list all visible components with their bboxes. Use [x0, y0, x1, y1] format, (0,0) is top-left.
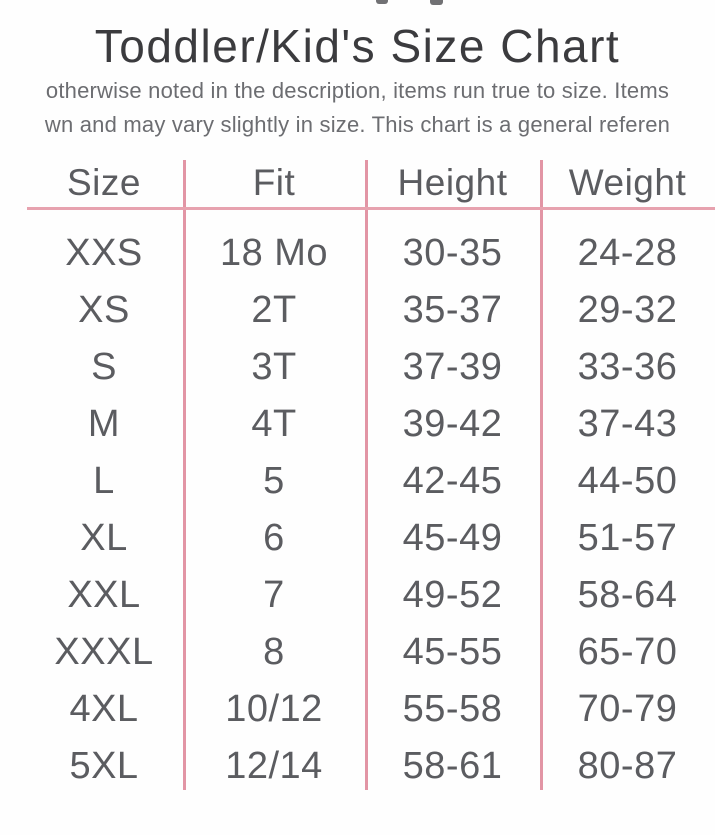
table-cell-fit: 18 Mo [219, 232, 329, 274]
table-row: XXXL 8 45-55 65-70 [25, 624, 715, 681]
page-title: Toddler/Kid's Size Chart [94, 20, 621, 72]
table-row: S 3T 37-39 33-36 [25, 339, 715, 396]
size-table: XXS 18 Mo 30-35 24-28 XS 2T 35-37 29-32 … [25, 225, 715, 795]
table-cell-size: L [93, 460, 115, 502]
table-row: XS 2T 35-37 29-32 [25, 282, 715, 339]
column-header-fit: Fit [252, 162, 296, 203]
table-cell-size: XS [78, 289, 130, 331]
table-cell-height: 58-61 [402, 745, 503, 787]
column-header-size: Size [67, 162, 141, 203]
table-cell-weight: 33-36 [577, 346, 678, 388]
table-cell-weight: 24-28 [577, 232, 678, 274]
column-header-weight: Weight [568, 162, 687, 203]
table-cell-fit: 8 [263, 631, 285, 673]
table-cell-size: XXXL [54, 631, 154, 673]
cropped-glyph-fragment [376, 0, 388, 4]
table-cell-height: 39-42 [402, 403, 503, 445]
table-cell-height: 55-58 [402, 688, 503, 730]
table-cell-fit: 5 [263, 460, 285, 502]
table-cell-fit: 3T [251, 346, 297, 388]
table-row: M 4T 39-42 37-43 [25, 396, 715, 453]
table-cell-weight: 37-43 [577, 403, 678, 445]
table-cell-height: 45-55 [402, 631, 503, 673]
table-row: XL 6 45-49 51-57 [25, 510, 715, 567]
table-cell-fit: 4T [251, 403, 297, 445]
table-cell-size: 4XL [69, 688, 139, 730]
table-cell-height: 49-52 [402, 574, 503, 616]
table-cell-fit: 7 [263, 574, 285, 616]
table-cell-height: 42-45 [402, 460, 503, 502]
table-row: 4XL 10/12 55-58 70-79 [25, 681, 715, 738]
table-cell-fit: 10/12 [225, 688, 323, 730]
column-header-height: Height [397, 162, 508, 203]
table-cell-size: 5XL [69, 745, 139, 787]
column-divider [365, 160, 368, 790]
header-underline [27, 207, 715, 210]
column-divider [540, 160, 543, 790]
table-header-row: Size Fit Height Weight [25, 160, 715, 206]
table-cell-fit: 12/14 [225, 745, 323, 787]
table-cell-weight: 58-64 [577, 574, 678, 616]
table-cell-weight: 29-32 [577, 289, 678, 331]
column-divider [183, 160, 186, 790]
table-cell-height: 45-49 [402, 517, 503, 559]
table-row: L 5 42-45 44-50 [25, 453, 715, 510]
subtitle-line-2: wn and may vary slightly in size. This c… [44, 112, 671, 137]
table-row: XXL 7 49-52 58-64 [25, 567, 715, 624]
table-cell-size: S [91, 346, 117, 388]
subtitle-line-1: otherwise noted in the description, item… [45, 78, 670, 103]
table-cell-size: XXS [65, 232, 143, 274]
table-cell-height: 35-37 [402, 289, 503, 331]
table-row: XXS 18 Mo 30-35 24-28 [25, 225, 715, 282]
table-cell-height: 37-39 [402, 346, 503, 388]
table-cell-size: M [87, 403, 121, 445]
table-row: 5XL 12/14 58-61 80-87 [25, 738, 715, 795]
table-cell-height: 30-35 [402, 232, 503, 274]
table-cell-weight: 65-70 [577, 631, 678, 673]
table-cell-size: XL [80, 517, 128, 559]
table-cell-fit: 6 [263, 517, 285, 559]
table-cell-weight: 51-57 [577, 517, 678, 559]
table-cell-weight: 80-87 [577, 745, 678, 787]
table-cell-size: XXL [67, 574, 141, 616]
table-cell-weight: 44-50 [577, 460, 678, 502]
cropped-glyph-fragment [430, 0, 443, 5]
table-cell-weight: 70-79 [577, 688, 678, 730]
table-cell-fit: 2T [251, 289, 297, 331]
